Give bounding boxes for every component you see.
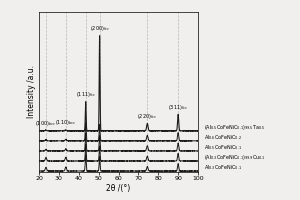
Text: (311)$_{fcc}$: (311)$_{fcc}$: [168, 103, 188, 112]
Text: Al$_{0.6}$CoFeNiC$_{0.2}$: Al$_{0.6}$CoFeNiC$_{0.2}$: [204, 133, 242, 142]
Text: (Al$_{0.5}$CoFeNiC$_{0.1}$)$_{99.5}$Ta$_{0.5}$: (Al$_{0.5}$CoFeNiC$_{0.1}$)$_{99.5}$Ta$_…: [204, 123, 265, 132]
Text: (200)$_{fcc}$: (200)$_{fcc}$: [90, 24, 110, 33]
Text: (Al$_{0.3}$CoFeNiC$_{0.1}$)$_{99.9}$Cu$_{0.1}$: (Al$_{0.3}$CoFeNiC$_{0.1}$)$_{99.9}$Cu$_…: [204, 153, 266, 162]
Text: (220)$_{fcc}$: (220)$_{fcc}$: [137, 112, 157, 121]
Text: Al$_{0.5}$CoFeNiC$_{0.1}$: Al$_{0.5}$CoFeNiC$_{0.1}$: [204, 143, 242, 152]
X-axis label: 2θ /(°): 2θ /(°): [106, 184, 130, 193]
Y-axis label: Intensity /a.u.: Intensity /a.u.: [27, 66, 36, 118]
Text: (110)$_{bcc}$: (110)$_{bcc}$: [55, 118, 76, 127]
Text: (111)$_{fcc}$: (111)$_{fcc}$: [76, 90, 96, 99]
Text: (100)$_{bcc}$: (100)$_{bcc}$: [35, 119, 56, 128]
Text: Al$_{0.3}$CoFeNiC$_{0.1}$: Al$_{0.3}$CoFeNiC$_{0.1}$: [204, 163, 242, 172]
